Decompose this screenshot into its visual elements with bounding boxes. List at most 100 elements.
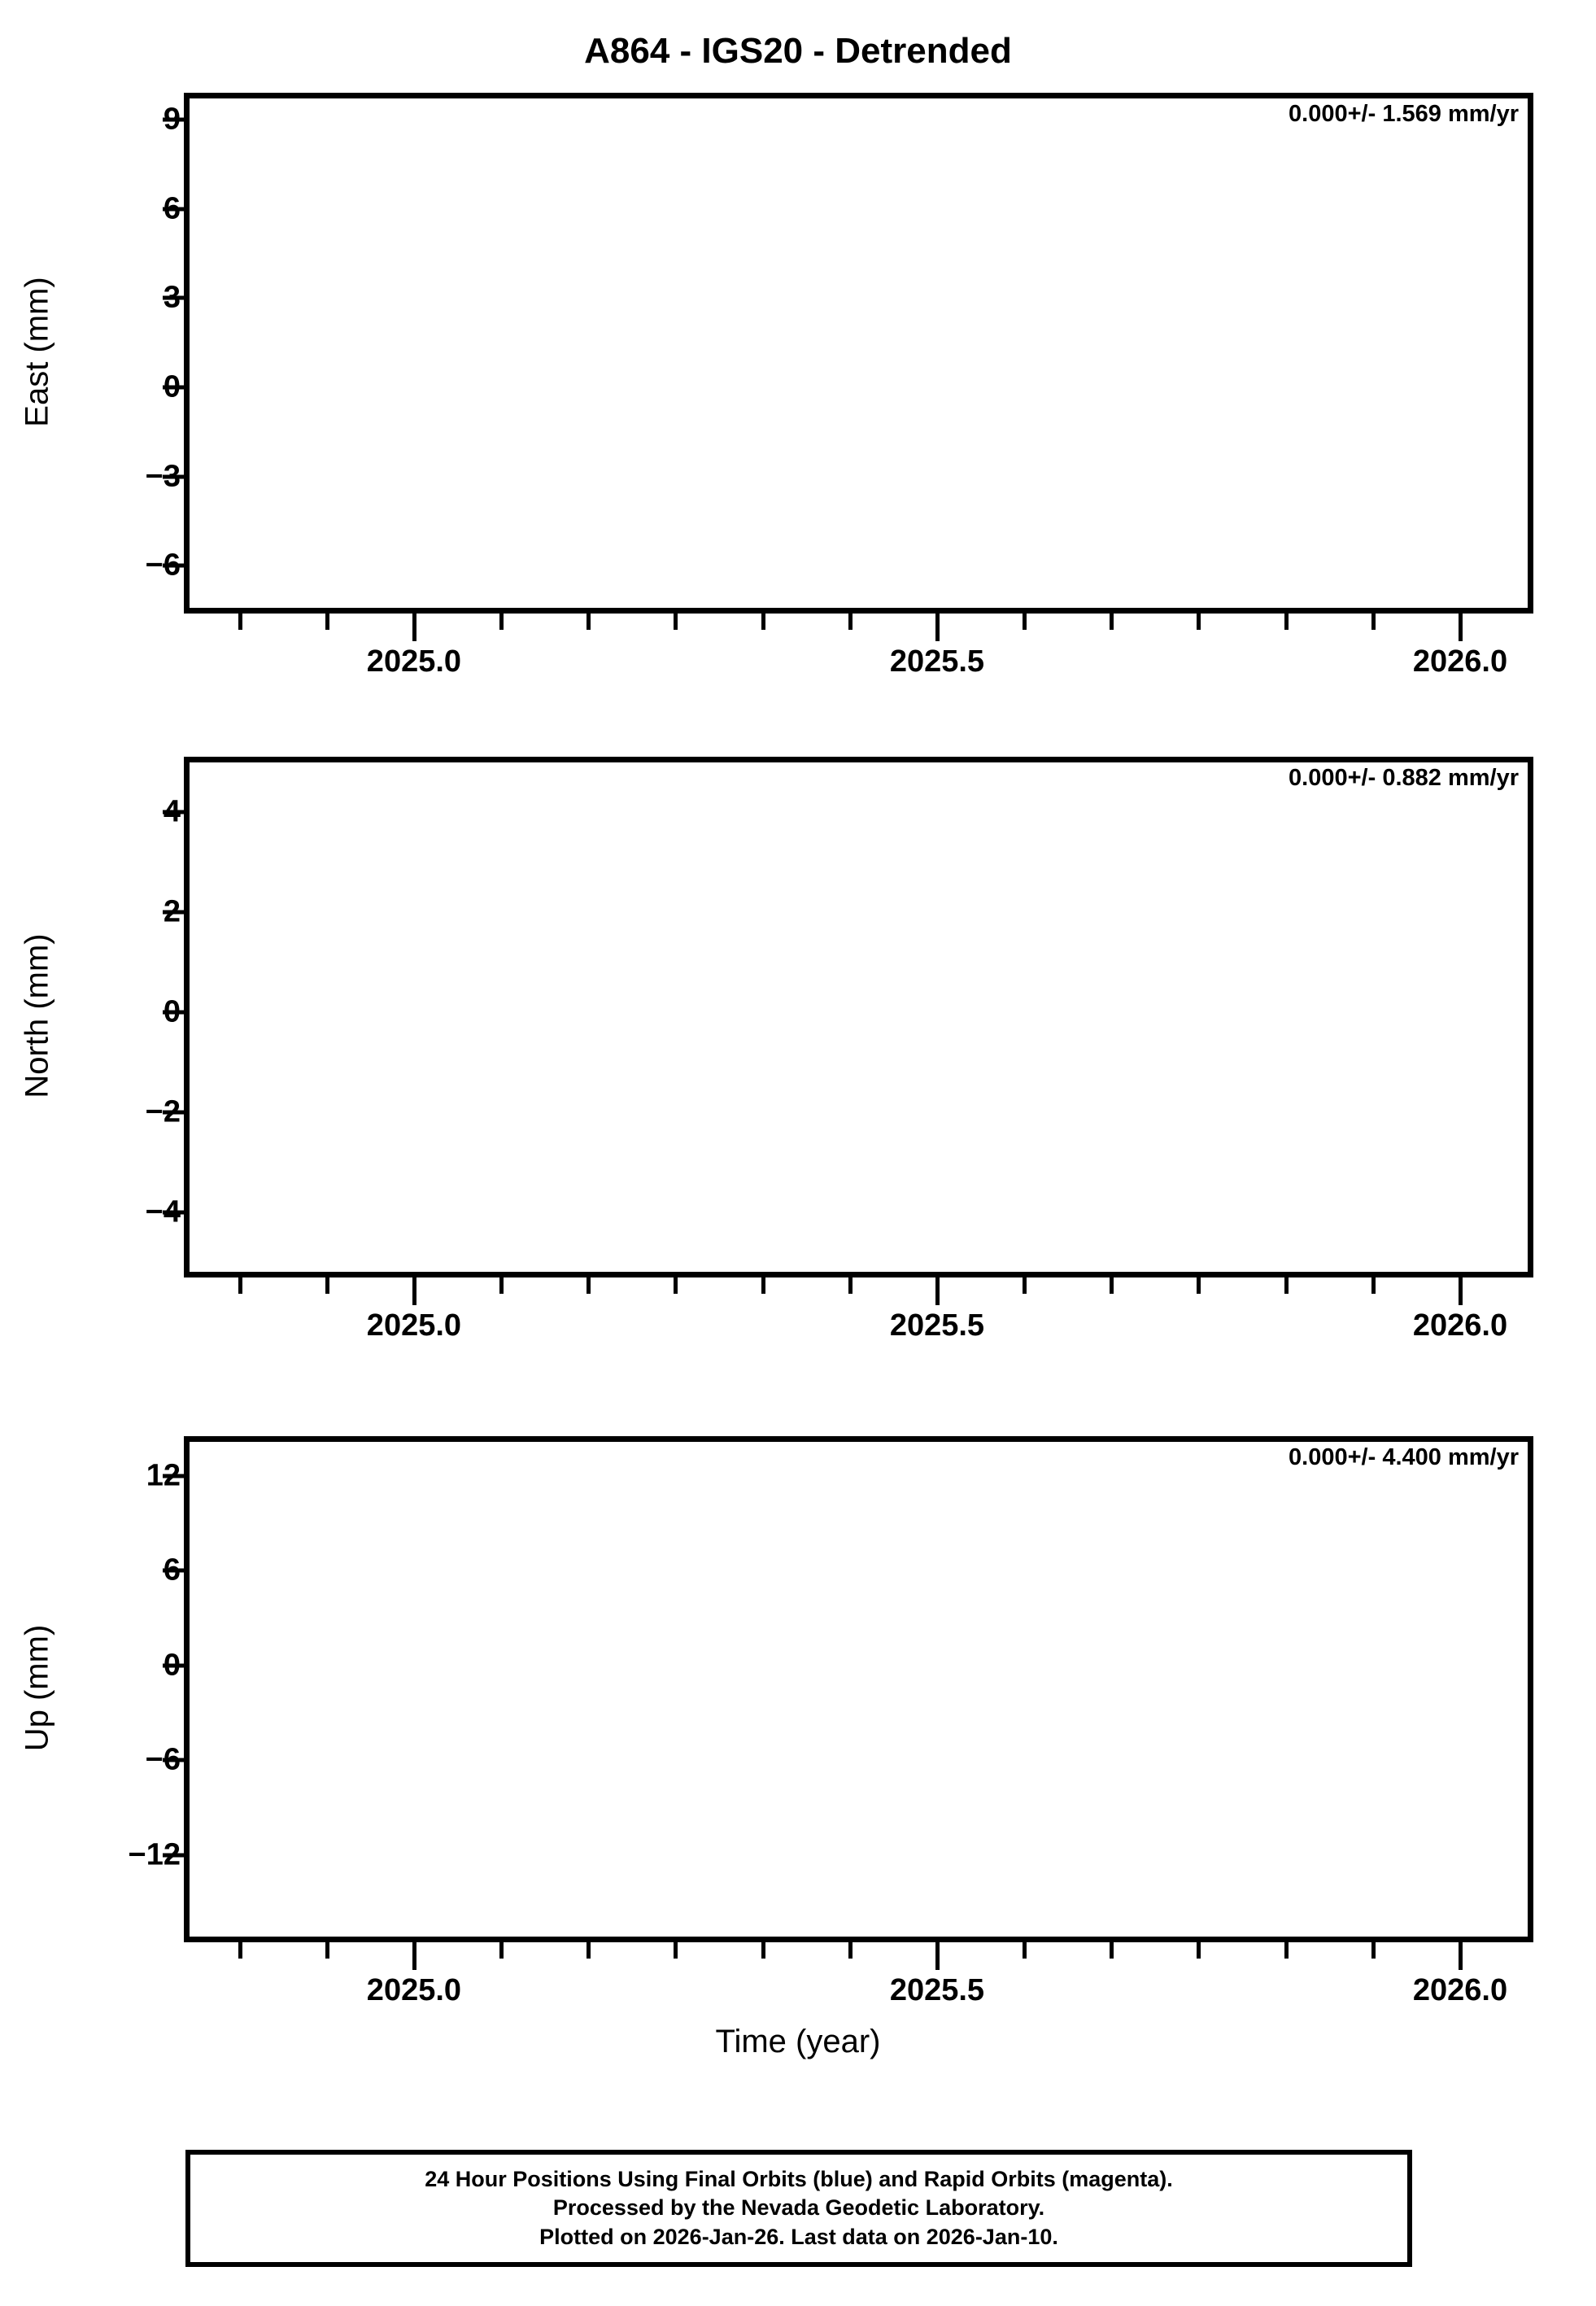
- footer-line-2: Processed by the Nevada Geodetic Laborat…: [552, 2195, 1045, 2221]
- x-tick-label-east-1: 2025.5: [889, 644, 985, 679]
- x-tick-mark: [238, 1942, 242, 1959]
- x-tick-mark: [935, 614, 940, 641]
- x-tick-label-east-0: 2025.0: [366, 644, 462, 679]
- plot-frame-east: [184, 93, 1533, 614]
- x-tick-label-up-2: 2026.0: [1412, 1973, 1508, 2007]
- rate-annotation-north: 0.000+/- 0.882 mm/yr: [1289, 765, 1519, 791]
- y-tick-mark-up-1: [163, 1568, 184, 1573]
- x-tick-mark: [412, 1942, 416, 1970]
- y-tick-mark-up-3: [163, 1758, 184, 1762]
- x-tick-mark: [587, 1277, 591, 1294]
- y-tick-label-east-1: 6: [163, 191, 181, 226]
- y-tick-mark-north-1: [163, 910, 184, 915]
- x-axis-title: Time (year): [715, 2024, 881, 2059]
- x-tick-mark: [1023, 1277, 1027, 1294]
- y-tick-mark-east-3: [163, 385, 184, 390]
- x-tick-mark: [674, 1277, 678, 1294]
- y-tick-mark-north-0: [163, 810, 184, 815]
- x-tick-mark: [935, 1277, 940, 1305]
- x-tick-mark: [1284, 1942, 1289, 1959]
- y-tick-label-east-0: 9: [163, 102, 181, 137]
- x-tick-mark: [587, 614, 591, 630]
- x-tick-mark: [1371, 1942, 1376, 1959]
- x-tick-mark: [1023, 1942, 1027, 1959]
- y-tick-mark-east-0: [163, 117, 184, 122]
- x-tick-mark: [674, 614, 678, 630]
- x-tick-mark: [499, 614, 504, 630]
- x-tick-label-east-2: 2026.0: [1412, 644, 1508, 679]
- y-tick-label-up-2: 0: [163, 1648, 181, 1683]
- x-tick-mark: [325, 1277, 329, 1294]
- page-title: A864 - IGS20 - Detrended: [584, 31, 1012, 71]
- x-tick-label-north-2: 2026.0: [1412, 1308, 1508, 1343]
- y-tick-label-east-4: −3: [145, 459, 181, 494]
- y-tick-label-north-2: 0: [163, 994, 181, 1029]
- x-tick-label-north-1: 2025.5: [889, 1308, 985, 1343]
- x-tick-mark: [1371, 1277, 1376, 1294]
- footer-line-3: Plotted on 2026-Jan-26. Last data on 202…: [539, 2224, 1058, 2249]
- y-tick-mark-up-0: [163, 1474, 184, 1478]
- footer-line-1: 24 Hour Positions Using Final Orbits (bl…: [425, 2166, 1173, 2191]
- x-tick-label-north-0: 2025.0: [366, 1308, 462, 1343]
- x-tick-mark: [238, 1277, 242, 1294]
- y-axis-title-up: Up (mm): [19, 1624, 55, 1752]
- x-tick-mark: [761, 1277, 765, 1294]
- plot-frame-north: [184, 757, 1533, 1277]
- footer-note-box: 24 Hour Positions Using Final Orbits (bl…: [185, 2150, 1412, 2267]
- x-tick-mark: [935, 1942, 940, 1970]
- y-tick-label-east-3: 0: [163, 369, 181, 404]
- x-tick-mark: [848, 614, 853, 630]
- y-tick-label-north-3: −2: [145, 1094, 181, 1129]
- y-tick-label-up-1: 6: [163, 1553, 181, 1588]
- y-tick-mark-east-4: [163, 474, 184, 479]
- y-tick-label-east-5: −6: [145, 548, 181, 583]
- x-tick-mark: [1110, 1277, 1114, 1294]
- x-tick-mark: [325, 1942, 329, 1959]
- x-tick-label-up-1: 2025.5: [889, 1973, 985, 2007]
- x-tick-mark: [412, 614, 416, 641]
- x-tick-mark: [587, 1942, 591, 1959]
- x-tick-mark: [238, 614, 242, 630]
- y-tick-label-east-2: 3: [163, 280, 181, 315]
- y-tick-label-up-3: −6: [145, 1742, 181, 1777]
- x-tick-mark: [761, 614, 765, 630]
- y-axis-title-east: East (mm): [19, 277, 55, 427]
- x-tick-mark: [325, 614, 329, 630]
- x-tick-mark: [499, 1942, 504, 1959]
- x-tick-mark: [1284, 614, 1289, 630]
- x-tick-mark: [499, 1277, 504, 1294]
- x-tick-mark: [1458, 1942, 1463, 1970]
- x-tick-mark: [1197, 614, 1201, 630]
- x-tick-mark: [1110, 614, 1114, 630]
- x-tick-mark: [1458, 614, 1463, 641]
- x-tick-mark: [1371, 614, 1376, 630]
- plot-frame-up: [184, 1436, 1533, 1942]
- y-tick-mark-east-2: [163, 295, 184, 300]
- x-tick-mark: [1023, 614, 1027, 630]
- x-tick-mark: [761, 1942, 765, 1959]
- chart-panel-north: 0.000+/- 0.882 mm/yr 4 2 0 −2 −4 North (mm): [20, 757, 1533, 1277]
- chart-panel-up: 0.000+/- 4.400 mm/yr 12 6 0 −6 −12 Up (mm): [20, 1436, 1533, 1942]
- y-tick-mark-east-5: [163, 563, 184, 568]
- y-tick-mark-up-2: [163, 1663, 184, 1668]
- y-tick-label-up-0: 12: [146, 1458, 181, 1493]
- x-tick-mark: [412, 1277, 416, 1305]
- y-tick-mark-north-2: [163, 1010, 184, 1015]
- y-tick-label-north-1: 2: [163, 894, 181, 929]
- x-tick-mark: [848, 1277, 853, 1294]
- chart-panel-east: 0.000+/- 1.569 mm/yr 9 6 3 0 −3 −6 East (mm): [20, 93, 1533, 614]
- y-tick-label-up-4: −12: [128, 1837, 181, 1872]
- x-tick-label-up-0: 2025.0: [366, 1973, 462, 2007]
- rate-annotation-up: 0.000+/- 4.400 mm/yr: [1289, 1444, 1519, 1470]
- x-tick-mark: [674, 1942, 678, 1959]
- x-tick-mark: [848, 1942, 853, 1959]
- y-tick-mark-north-3: [163, 1110, 184, 1115]
- y-tick-mark-up-4: [163, 1853, 184, 1858]
- y-axis-title-north: North (mm): [19, 933, 55, 1098]
- y-tick-label-north-4: −4: [145, 1194, 181, 1229]
- rate-annotation-east: 0.000+/- 1.569 mm/yr: [1289, 101, 1519, 127]
- x-tick-mark: [1110, 1942, 1114, 1959]
- x-tick-mark: [1284, 1277, 1289, 1294]
- y-tick-mark-north-4: [163, 1210, 184, 1215]
- x-tick-mark: [1197, 1942, 1201, 1959]
